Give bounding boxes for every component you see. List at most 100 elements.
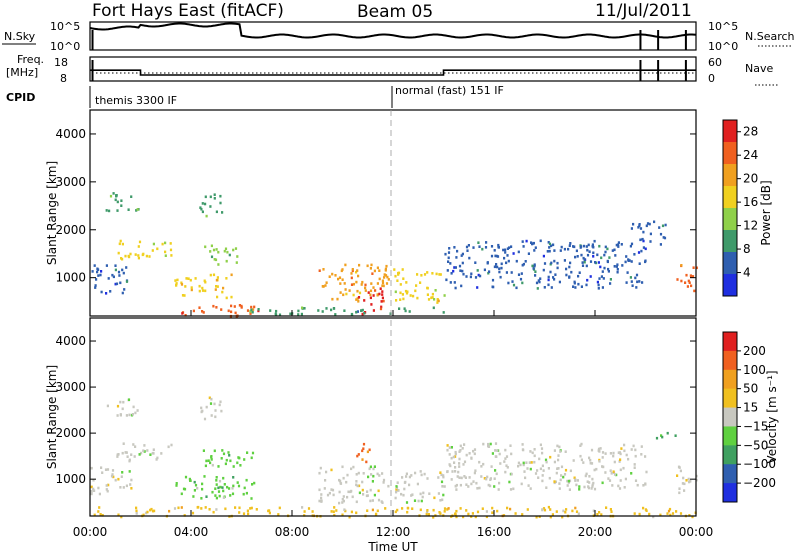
velocity-cell — [373, 465, 376, 468]
velocity-cell — [446, 470, 449, 474]
velocity-cell — [149, 453, 152, 456]
power-cell — [461, 252, 464, 256]
velocity-cell — [251, 451, 255, 455]
power-cell — [381, 279, 384, 283]
velocity-ytick-label: 4000 — [55, 334, 86, 348]
power-cell — [216, 285, 219, 288]
power-cell — [450, 272, 453, 275]
velocity-cell — [590, 462, 594, 465]
velocity-cell — [636, 483, 639, 487]
power-cell — [238, 304, 241, 307]
power-cell — [321, 285, 324, 288]
power-cell — [381, 281, 385, 285]
power-cell — [356, 269, 359, 272]
power-cell — [374, 289, 377, 292]
velocity-cell — [476, 487, 479, 490]
power-cell — [204, 202, 207, 206]
velocity-cell — [593, 468, 596, 472]
velocity-cell — [362, 493, 365, 496]
velocity-cell — [218, 403, 221, 407]
velocity-cell — [506, 506, 509, 510]
velocity-cell — [536, 469, 539, 472]
velocity-cell — [217, 490, 221, 493]
power-cell — [376, 293, 379, 297]
power-cell — [240, 306, 243, 309]
velocity-cell — [601, 451, 605, 454]
power-cell — [611, 249, 614, 252]
power-cell — [568, 276, 571, 279]
velocity-cell — [589, 461, 592, 465]
velocity-cell — [463, 460, 467, 464]
power-cell — [124, 254, 127, 258]
power-cell — [486, 261, 489, 264]
velocity-cell — [332, 493, 335, 497]
velocity-cell — [442, 474, 445, 477]
velocity-cell — [526, 467, 529, 470]
power-cell — [630, 227, 633, 230]
cpid-label: CPID — [6, 91, 35, 104]
velocity-cell — [530, 461, 533, 464]
velocity-cell — [470, 482, 473, 486]
velocity-cell — [437, 492, 440, 495]
velocity-colorbar-band — [723, 407, 737, 427]
velocity-cell — [454, 455, 457, 458]
power-cell — [615, 243, 618, 247]
velocity-cell — [450, 456, 453, 460]
power-cell — [487, 271, 490, 275]
velocity-cell — [544, 458, 548, 462]
velocity-cell — [369, 499, 372, 503]
velocity-cell — [225, 458, 228, 462]
velocity-cell — [311, 510, 314, 513]
power-cell — [548, 242, 552, 246]
power-cell — [580, 245, 583, 248]
velocity-cell — [420, 499, 423, 503]
velocity-y-axis: 1000 2000 3000 4000 — [55, 334, 696, 486]
velocity-cell — [250, 456, 253, 460]
velocity-cell — [625, 453, 628, 457]
power-cell — [382, 284, 385, 288]
velocity-heatmap — [90, 396, 698, 519]
velocity-cell — [478, 486, 481, 490]
velocity-cell — [366, 509, 369, 512]
power-cell — [445, 278, 448, 282]
velocity-cell — [303, 510, 306, 513]
power-cell — [556, 261, 559, 265]
power-cell — [369, 296, 372, 300]
power-cell — [442, 311, 445, 314]
power-cell — [552, 276, 555, 279]
power-cell — [533, 264, 536, 268]
power-cell — [604, 245, 607, 249]
velocity-cell — [167, 445, 170, 449]
power-cell — [596, 280, 599, 284]
velocity-cell — [556, 467, 559, 470]
power-cell — [380, 305, 383, 309]
power-cell — [659, 243, 662, 246]
velocity-cell — [122, 400, 125, 404]
cpid-segment-2: normal (fast) 151 IF — [395, 84, 504, 97]
power-cell — [498, 267, 501, 270]
power-cell — [370, 282, 373, 285]
power-cell — [213, 258, 216, 261]
power-cell — [506, 247, 509, 250]
power-cell — [127, 208, 130, 211]
power-cell — [435, 272, 438, 276]
power-cell — [217, 250, 220, 254]
velocity-cell — [189, 479, 192, 482]
power-cell — [455, 256, 458, 259]
power-cell — [565, 273, 568, 277]
velocity-cell — [153, 509, 156, 513]
velocity-cell — [496, 449, 499, 452]
power-cell — [534, 246, 537, 249]
power-cell — [355, 298, 358, 301]
power-cell — [278, 313, 282, 317]
power-cell — [642, 246, 645, 249]
velocity-cell — [523, 470, 526, 473]
velocity-cell — [442, 475, 445, 479]
velocity-cell — [341, 501, 344, 504]
velocity-cell — [333, 506, 336, 509]
power-cell — [629, 276, 632, 279]
velocity-cell — [677, 465, 681, 469]
power-cell — [506, 254, 509, 257]
velocity-y-label: Slant Range [km] — [45, 365, 59, 469]
velocity-cell — [205, 405, 208, 409]
